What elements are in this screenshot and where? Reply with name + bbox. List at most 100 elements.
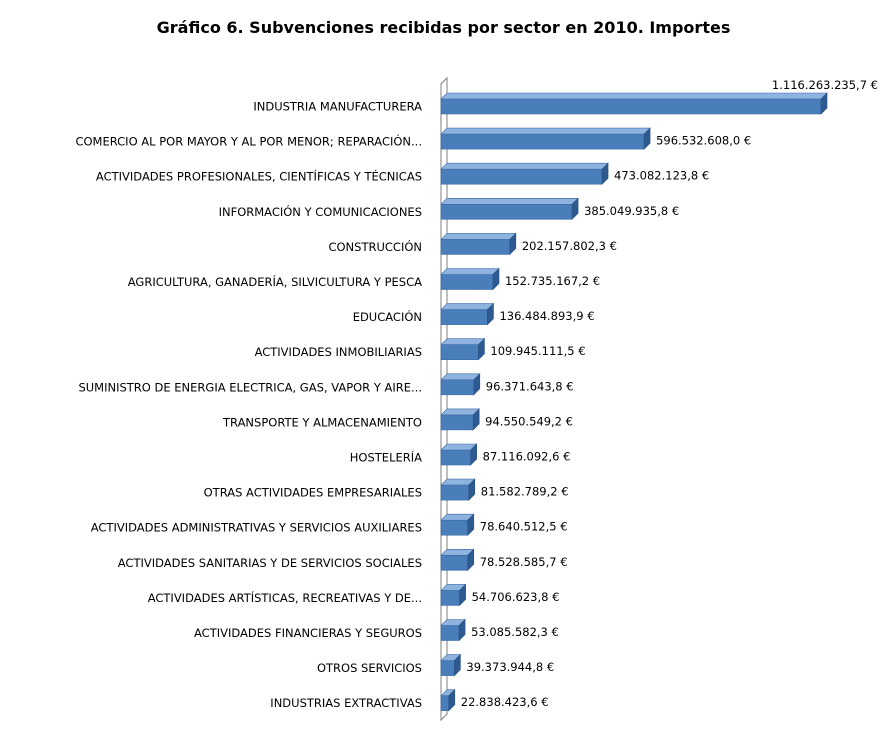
bar-side bbox=[643, 127, 651, 150]
bar bbox=[440, 484, 470, 501]
category-label: OTRAS ACTIVIDADES EMPRESARIALES bbox=[204, 486, 422, 500]
category-label: INDUSTRIA MANUFACTURERA bbox=[253, 100, 422, 114]
value-label: 22.838.423,6 € bbox=[461, 695, 549, 709]
bar bbox=[440, 133, 645, 150]
bar-top bbox=[440, 408, 480, 416]
bar-top bbox=[440, 268, 500, 275]
bar-side bbox=[473, 373, 481, 396]
bar-side bbox=[470, 443, 477, 466]
bar-side bbox=[467, 548, 475, 572]
bar-group bbox=[440, 92, 828, 115]
category-label: HOSTELERÍA bbox=[350, 450, 422, 465]
category-label: CONSTRUCCIÓN bbox=[328, 239, 422, 254]
category-label: INFORMACIÓN Y COMUNICACIONES bbox=[219, 204, 422, 219]
bar-group bbox=[440, 337, 486, 361]
value-label: 385.049.935,8 € bbox=[584, 204, 679, 218]
bar-side bbox=[601, 162, 609, 185]
bar-top bbox=[440, 303, 495, 310]
bar-group bbox=[440, 302, 495, 326]
bar-top bbox=[440, 127, 651, 135]
bar-group bbox=[440, 548, 475, 572]
bar-side bbox=[472, 408, 480, 431]
category-label: ACTIVIDADES INMOBILIARIAS bbox=[255, 345, 422, 359]
value-label: 596.532.608,0 € bbox=[656, 134, 751, 148]
category-label: ACTIVIDADES SANITARIAS Y DE SERVICIOS SO… bbox=[118, 556, 422, 570]
bar-top bbox=[440, 233, 517, 240]
category-label: INDUSTRIAS EXTRACTIVAS bbox=[270, 696, 422, 710]
bar-side bbox=[509, 232, 517, 256]
value-label: 81.582.789,2 € bbox=[481, 485, 569, 499]
bar bbox=[440, 519, 469, 536]
value-label: 109.945.111,5 € bbox=[490, 344, 585, 358]
bar-group bbox=[440, 373, 481, 396]
value-label: 96.371.643,8 € bbox=[486, 379, 574, 393]
bar bbox=[440, 274, 494, 290]
value-label: 473.082.123,8 € bbox=[614, 169, 709, 183]
bar-group bbox=[440, 688, 456, 712]
bar-top bbox=[440, 338, 486, 346]
bar bbox=[440, 379, 475, 396]
bar-side bbox=[571, 197, 579, 221]
bar-side bbox=[467, 513, 475, 536]
bar-group bbox=[440, 513, 475, 536]
category-label: ACTIVIDADES ADMINISTRATIVAS Y SERVICIOS … bbox=[91, 521, 422, 535]
bar-side bbox=[448, 688, 456, 712]
category-label: AGRICULTURA, GANADERÍA, SILVICULTURA Y P… bbox=[128, 274, 422, 289]
bar bbox=[440, 239, 511, 255]
bar-top bbox=[440, 373, 481, 381]
category-label: TRANSPORTE Y ALMACENAMIENTO bbox=[222, 415, 422, 429]
value-label: 152.735.167,2 € bbox=[505, 274, 600, 288]
bar-group bbox=[440, 653, 462, 677]
bar-group bbox=[440, 197, 579, 221]
bar bbox=[440, 168, 603, 185]
value-label: 39.373.944,8 € bbox=[466, 660, 554, 674]
bar-side bbox=[492, 267, 500, 291]
bar-group bbox=[440, 618, 466, 642]
bar bbox=[440, 414, 474, 431]
bar-group bbox=[440, 443, 478, 466]
category-label: EDUCACIÓN bbox=[353, 309, 422, 324]
bar bbox=[440, 625, 460, 641]
value-label: 87.116.092,6 € bbox=[483, 450, 571, 464]
category-label: OTROS SERVICIOS bbox=[317, 661, 422, 675]
bar-group bbox=[440, 127, 651, 150]
bar-side bbox=[454, 653, 461, 677]
value-label: 202.157.802,3 € bbox=[522, 239, 617, 253]
category-label: ACTIVIDADES ARTÍSTICAS, RECREATIVAS Y DE… bbox=[148, 590, 422, 605]
bar-side bbox=[820, 92, 828, 115]
bar bbox=[440, 695, 450, 712]
category-label: SUMINISTRO DE ENERGIA ELECTRICA, GAS, VA… bbox=[78, 380, 422, 394]
category-label: COMERCIO AL POR MAYOR Y AL POR MENOR; RE… bbox=[75, 134, 422, 149]
value-label: 78.640.512,5 € bbox=[480, 520, 568, 534]
bar bbox=[440, 554, 469, 571]
bar bbox=[440, 98, 822, 115]
bar-group bbox=[440, 408, 480, 431]
value-label: 136.484.893,9 € bbox=[499, 309, 594, 323]
chart-title: Gráfico 6. Subvenciones recibidas por se… bbox=[156, 18, 731, 37]
bar-side bbox=[487, 302, 494, 326]
bar bbox=[440, 344, 479, 361]
bar bbox=[440, 660, 455, 676]
bar-group bbox=[440, 583, 467, 607]
bar bbox=[440, 309, 488, 325]
value-label: 53.085.582,3 € bbox=[471, 625, 559, 639]
bar-group bbox=[440, 232, 517, 256]
category-label: ACTIVIDADES FINANCIERAS Y SEGUROS bbox=[194, 626, 422, 640]
bar-group bbox=[440, 267, 500, 291]
value-label: 94.550.549,2 € bbox=[485, 414, 573, 428]
bar-group bbox=[440, 162, 609, 185]
bar-top bbox=[440, 162, 609, 170]
bar bbox=[440, 449, 471, 466]
bar-side bbox=[478, 337, 485, 361]
bar-side bbox=[458, 618, 466, 642]
value-label: 1.116.263.235,7 € bbox=[772, 78, 878, 92]
category-label: ACTIVIDADES PROFESIONALES, CIENTÍFICAS Y… bbox=[96, 169, 422, 184]
bar-group bbox=[440, 478, 476, 501]
value-label: 78.528.585,7 € bbox=[480, 555, 568, 569]
value-label: 54.706.623,8 € bbox=[472, 590, 560, 604]
bar bbox=[440, 204, 573, 220]
bar bbox=[440, 590, 460, 606]
bar-top bbox=[440, 198, 579, 205]
